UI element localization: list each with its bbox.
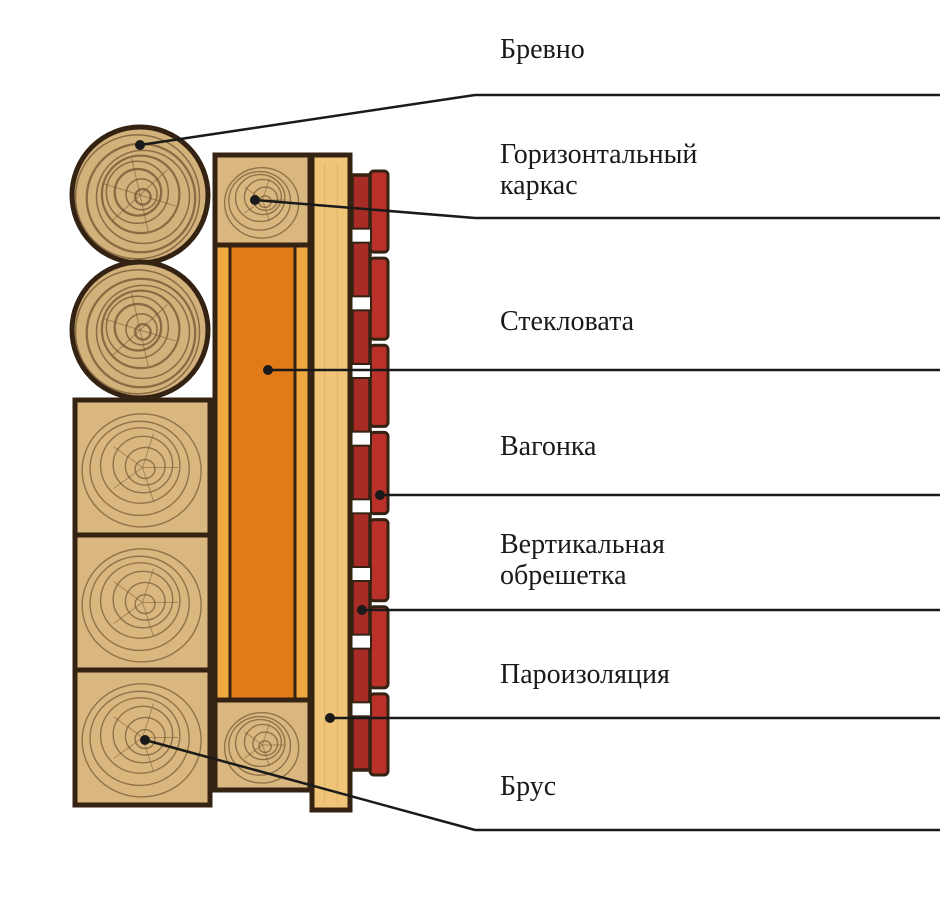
- label-glasswool: Стекловата: [500, 307, 634, 338]
- leader-lines-layer: [0, 0, 940, 906]
- label-v-batten: Вертикальная обрешетка: [500, 530, 665, 592]
- label-vapor: Пароизоляция: [500, 660, 670, 691]
- wall-layers: [72, 127, 388, 810]
- label-timber: Брус: [500, 772, 556, 803]
- label-cladding: Вагонка: [500, 432, 596, 463]
- diagram-stage: Бревно Горизонтальный каркас Стекловата Ваг…: [0, 0, 940, 906]
- label-h-frame: Горизонтальный каркас: [500, 140, 697, 202]
- label-log: Бревно: [500, 35, 585, 66]
